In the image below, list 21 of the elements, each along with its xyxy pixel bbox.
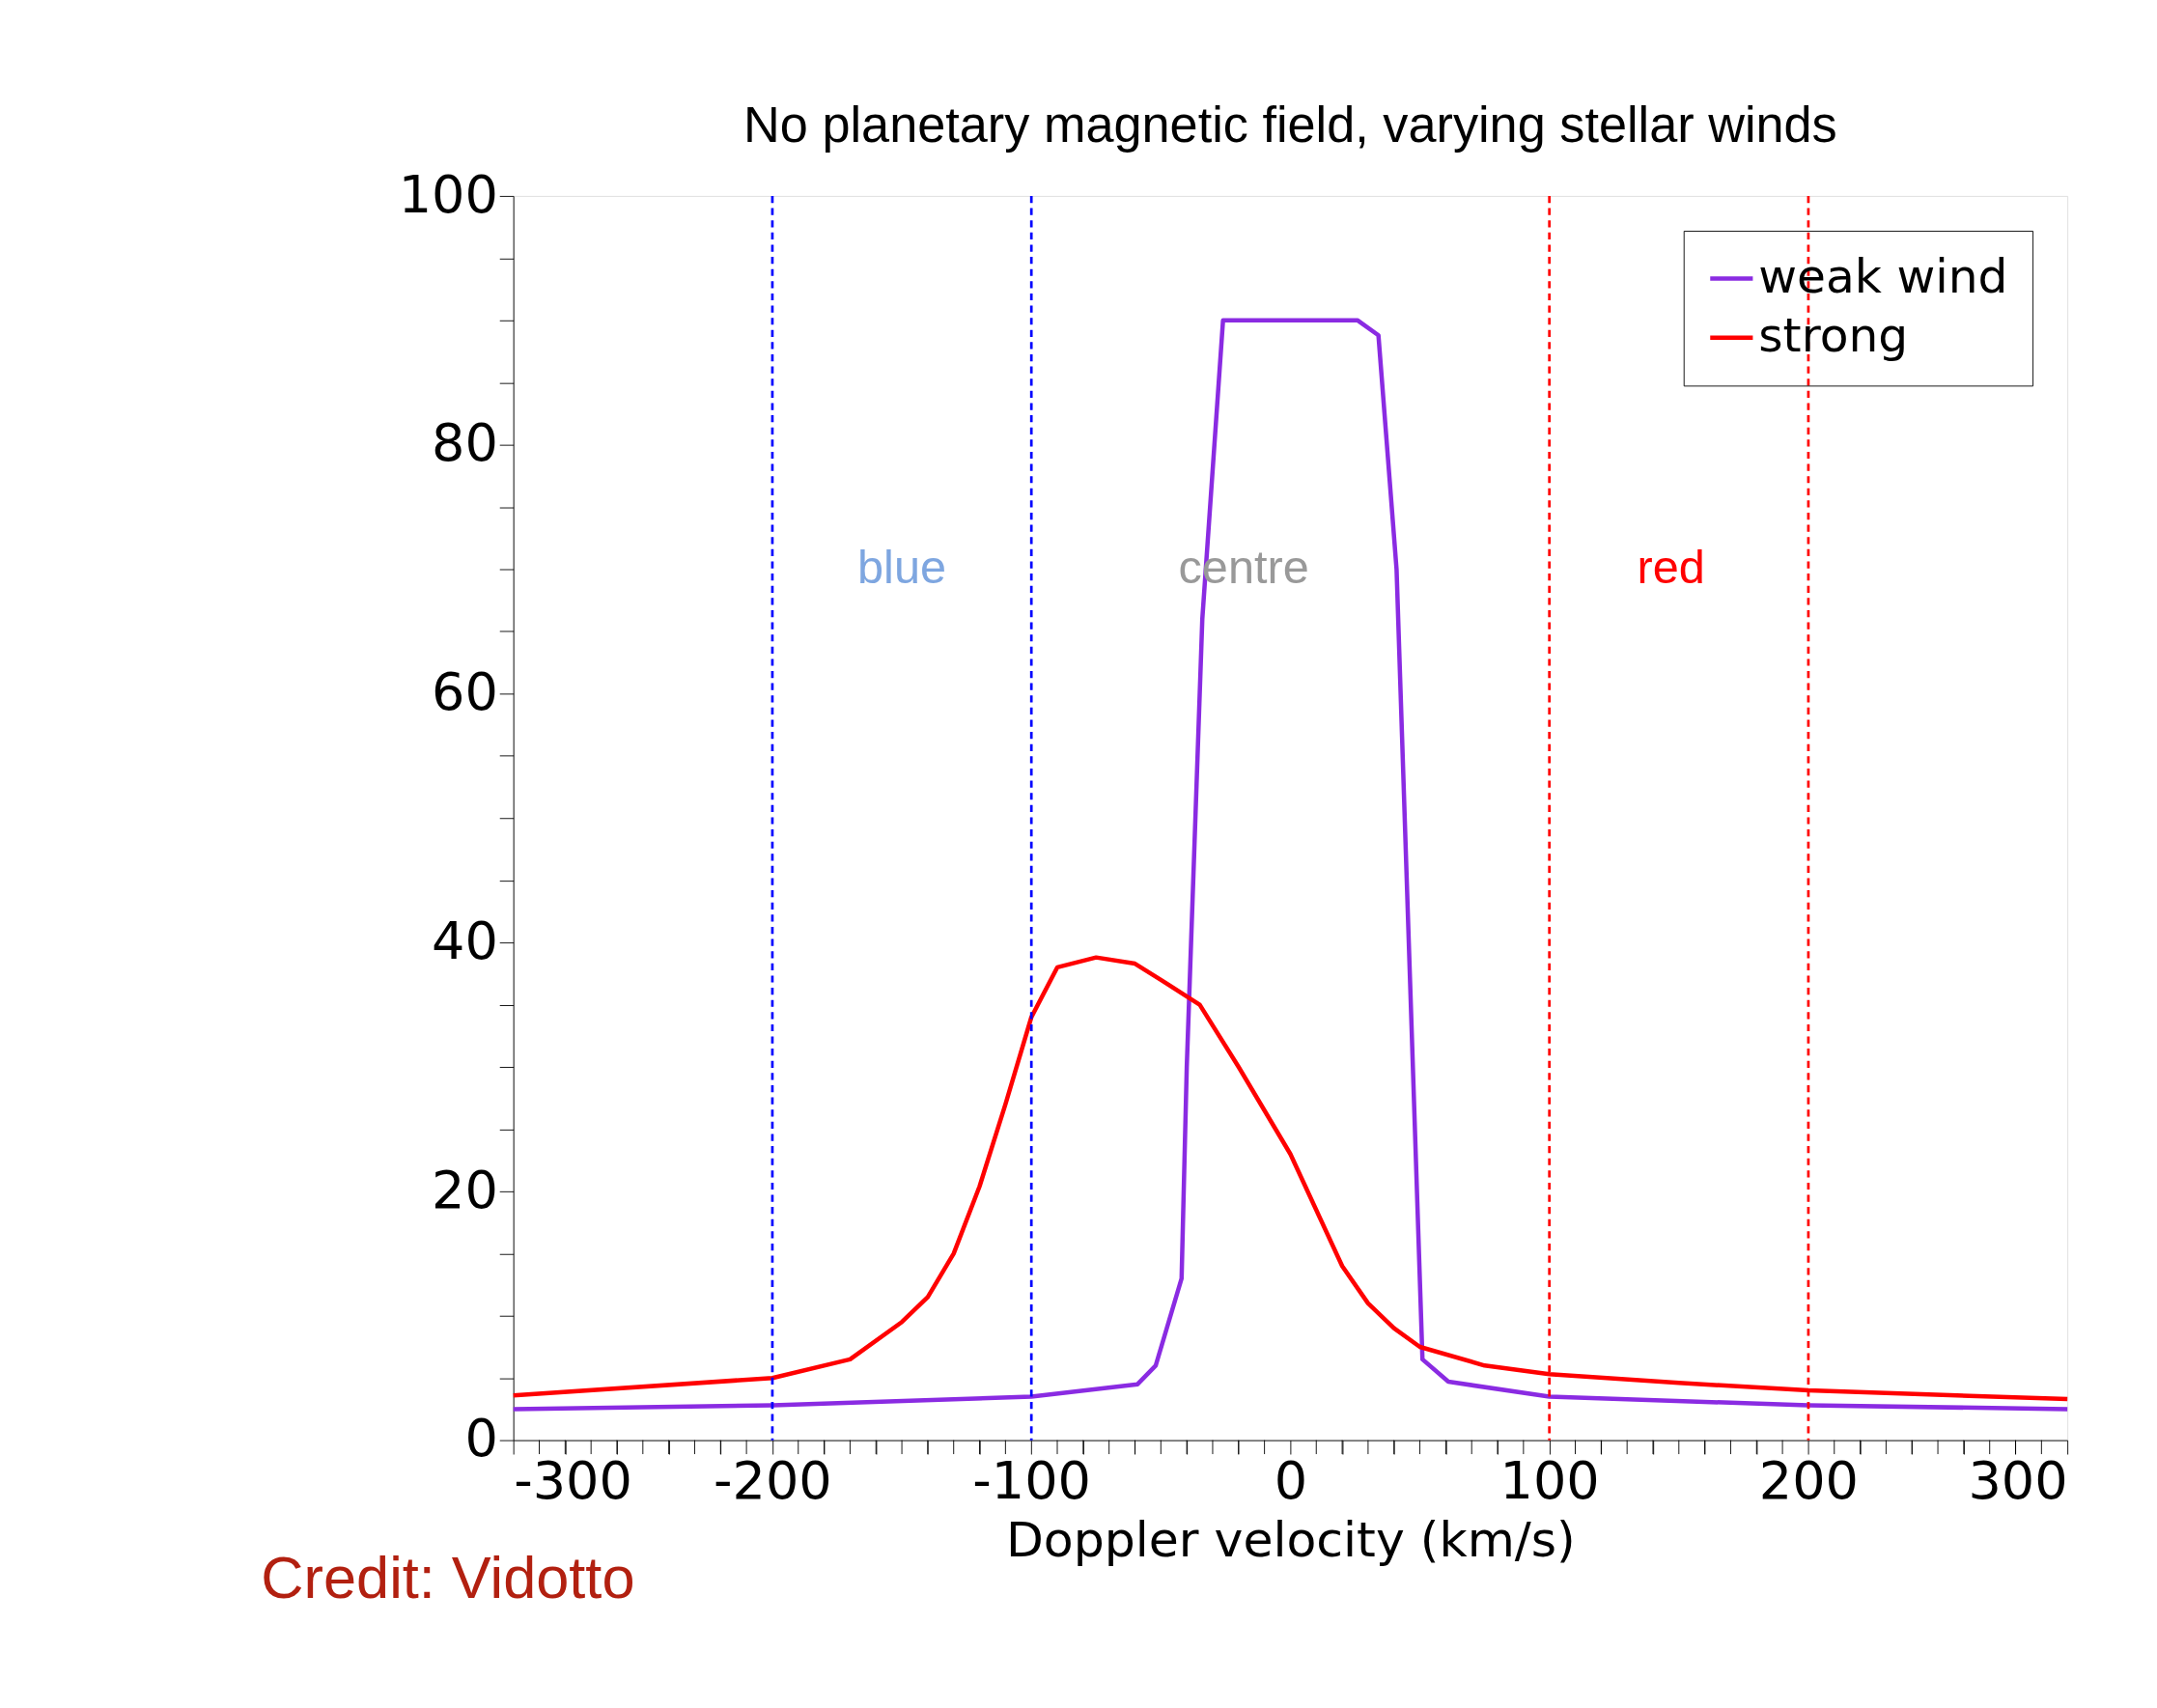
x-tick-label: -200 <box>714 1450 832 1512</box>
line-series <box>511 318 2070 1412</box>
y-tick-label: 40 <box>432 910 498 971</box>
x-axis-title: Doppler velocity (km/s) <box>1005 1510 1576 1568</box>
y-tick-label: 60 <box>432 661 498 723</box>
x-tick-label: 0 <box>1274 1450 1308 1512</box>
annotation: red <box>1637 540 1705 593</box>
x-tick-label: -300 <box>514 1450 632 1512</box>
x-tick-label: 200 <box>1758 1450 1859 1512</box>
legend-label: weak wind <box>1758 248 2008 303</box>
x-tick-label: 300 <box>1968 1450 2068 1512</box>
legend-label: strong <box>1758 308 1909 363</box>
annotation: blue <box>857 540 947 593</box>
text: Credit: Vidotto <box>261 1544 635 1610</box>
y-tick-label: 100 <box>398 163 498 225</box>
x-tick-label: -100 <box>972 1450 1091 1512</box>
y-tick-label: 20 <box>432 1159 498 1220</box>
x-tick-label: 100 <box>1499 1450 1600 1512</box>
chart-title: No planetary magnetic field, varying stellar winds <box>743 97 1837 154</box>
y-tick-label: 0 <box>464 1408 498 1470</box>
y-tick-label: 80 <box>432 412 498 474</box>
